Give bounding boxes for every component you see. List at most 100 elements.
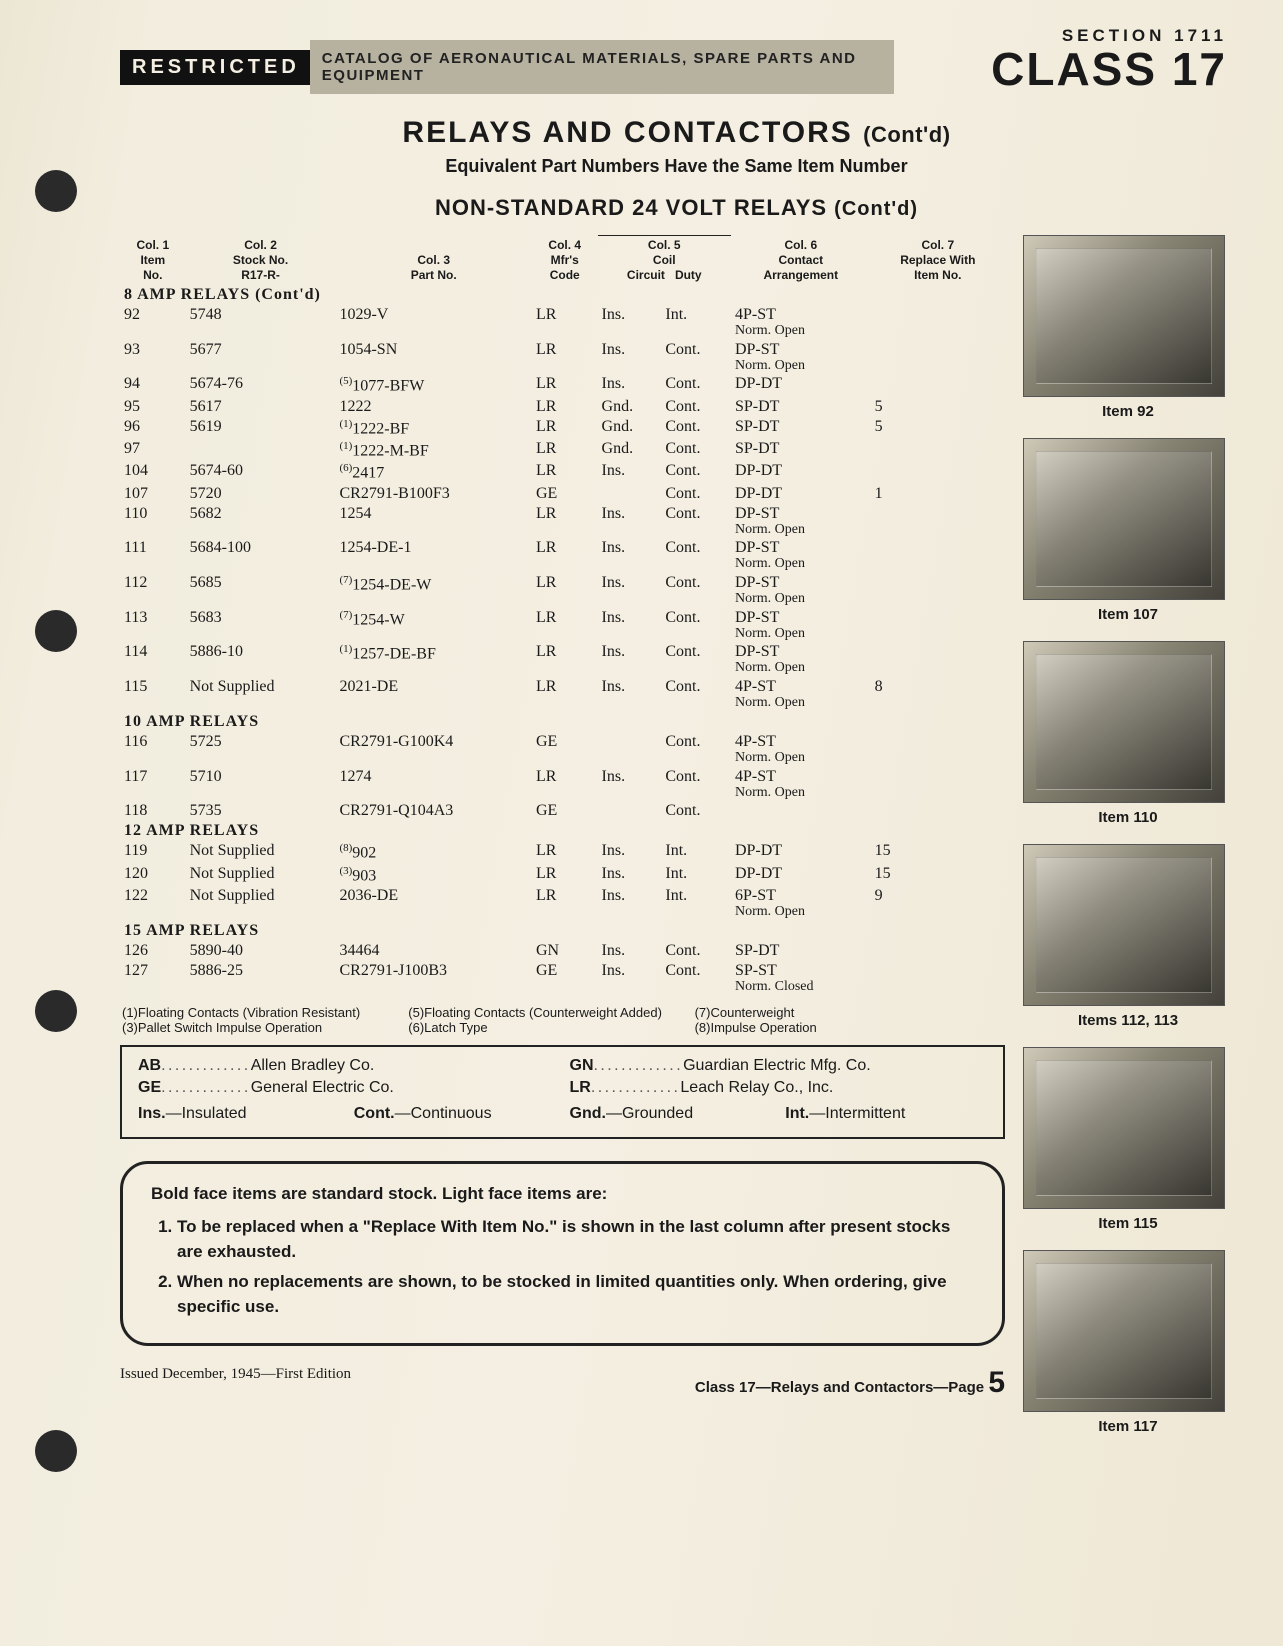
- col4-head: Col. 4 Mfr's Code: [532, 236, 598, 286]
- cell-mfr: GE: [532, 484, 598, 504]
- cell-duty: Cont.: [661, 767, 731, 802]
- cell-circuit: Ins.: [598, 608, 662, 643]
- cell-contact: DP-DT: [731, 484, 871, 504]
- cell-item: 116: [120, 732, 186, 767]
- main-column: Col. 1 Item No. Col. 2 Stock No. R17-R- …: [120, 235, 1023, 1453]
- cell-stock: 5619: [186, 417, 336, 439]
- cell-mfr: LR: [532, 439, 598, 461]
- col5-head: Col. 5 Coil Circuit Duty: [598, 236, 731, 286]
- photo-caption: Item 107: [1023, 606, 1233, 623]
- page-title-cont: (Cont'd): [863, 122, 950, 147]
- table-row: 1125685(7)1254-DE-WLRIns.Cont.DP-STNorm.…: [120, 573, 1005, 608]
- page-title: RELAYS AND CONTACTORS (Cont'd): [120, 116, 1233, 150]
- cell-item: 112: [120, 573, 186, 608]
- cell-item: 126: [120, 941, 186, 961]
- cell-item: 127: [120, 961, 186, 996]
- table-row: 9257481029-VLRIns.Int.4P-STNorm. Open: [120, 305, 1005, 340]
- table-row: 11056821254LRIns.Cont.DP-STNorm. Open: [120, 504, 1005, 539]
- cell-contact: DP-STNorm. Open: [731, 573, 871, 608]
- table-row: 1135683(7)1254-WLRIns.Cont.DP-STNorm. Op…: [120, 608, 1005, 643]
- table-row: 1265890-4034464GNIns.Cont.SP-DT: [120, 941, 1005, 961]
- cell-stock: Not Supplied: [186, 886, 336, 921]
- col-label: Stock No.: [233, 253, 288, 267]
- cell-replace: [871, 573, 1005, 608]
- legend-key: AB: [138, 1057, 161, 1074]
- cell-replace: 5: [871, 417, 1005, 439]
- punch-hole: [35, 990, 77, 1032]
- table-row: 122Not Supplied2036-DELRIns.Int.6P-STNor…: [120, 886, 1005, 921]
- cell-mfr: GE: [532, 732, 598, 767]
- photo-caption: Item 110: [1023, 809, 1233, 826]
- cell-mfr: LR: [532, 642, 598, 677]
- legend-key: LR: [570, 1079, 591, 1096]
- cell-duty: Cont.: [661, 642, 731, 677]
- cell-mfr: LR: [532, 573, 598, 608]
- table-head: Col. 1 Item No. Col. 2 Stock No. R17-R- …: [120, 236, 1005, 286]
- footer-right-text: Class 17—Relays and Contactors—Page: [695, 1379, 984, 1396]
- cell-duty: Cont.: [661, 461, 731, 483]
- cell-circuit: Ins.: [598, 573, 662, 608]
- cell-replace: [871, 642, 1005, 677]
- legend-key: Int.: [785, 1105, 809, 1122]
- cell-stock: 5684-100: [186, 538, 336, 573]
- cell-part: 1254: [335, 504, 531, 539]
- cell-item: 94: [120, 374, 186, 396]
- cell-item: 104: [120, 461, 186, 483]
- cell-contact: 4P-STNorm. Open: [731, 677, 871, 712]
- cell-part: 2021-DE: [335, 677, 531, 712]
- cell-part: (1)1257-DE-BF: [335, 642, 531, 677]
- legend-entry: Int.—Intermittent: [785, 1105, 987, 1123]
- cell-circuit: Gnd.: [598, 439, 662, 461]
- footnote: (5)Floating Contacts (Counterweight Adde…: [408, 1005, 672, 1020]
- cell-mfr: LR: [532, 374, 598, 396]
- cell-item: 115: [120, 677, 186, 712]
- photo-caption: Item 115: [1023, 1215, 1233, 1232]
- legend-key: GN: [570, 1057, 594, 1074]
- cell-replace: [871, 732, 1005, 767]
- cell-part: (5)1077-BFW: [335, 374, 531, 396]
- cell-item: 110: [120, 504, 186, 539]
- cell-mfr: LR: [532, 677, 598, 712]
- cell-circuit: Ins.: [598, 538, 662, 573]
- cell-part: (3)903: [335, 864, 531, 886]
- page-subtitle: Equivalent Part Numbers Have the Same It…: [120, 156, 1233, 177]
- relay-photo: [1023, 438, 1225, 600]
- photo-caption: Item 117: [1023, 1418, 1233, 1435]
- cell-mfr: LR: [532, 305, 598, 340]
- cell-stock: 5674-60: [186, 461, 336, 483]
- col-label: Col. 2: [244, 238, 277, 252]
- cell-duty: Cont.: [661, 340, 731, 375]
- table-row: 965619(1)1222-BFLRGnd.Cont.SP-DT5: [120, 417, 1005, 439]
- cell-item: 113: [120, 608, 186, 643]
- cell-part: (1)1222-M-BF: [335, 439, 531, 461]
- cell-duty: Int.: [661, 305, 731, 340]
- cell-contact: 4P-STNorm. Open: [731, 732, 871, 767]
- cell-part: 1222: [335, 397, 531, 417]
- legend-entry: GEGeneral Electric Co.: [138, 1079, 556, 1097]
- cell-replace: 8: [871, 677, 1005, 712]
- section-header: 15 AMP RELAYS: [120, 921, 1005, 941]
- cell-stock: 5886-10: [186, 642, 336, 677]
- cell-part: CR2791-J100B3: [335, 961, 531, 996]
- col-label: R17-R-: [241, 268, 280, 282]
- legend-key: Ins.: [138, 1105, 166, 1122]
- cell-circuit: Gnd.: [598, 417, 662, 439]
- legend-val: General Electric Co.: [251, 1079, 394, 1096]
- cell-item: 117: [120, 767, 186, 802]
- cell-stock: [186, 439, 336, 461]
- cell-item: 92: [120, 305, 186, 340]
- photo-column: Item 92 Item 107 Item 110 Items 112, 113…: [1023, 235, 1233, 1453]
- cell-item: 122: [120, 886, 186, 921]
- cell-contact: SP-STNorm. Closed: [731, 961, 871, 996]
- legend-val: —Continuous: [395, 1105, 492, 1122]
- cell-stock: Not Supplied: [186, 677, 336, 712]
- cell-part: 34464: [335, 941, 531, 961]
- page-title-text: RELAYS AND CONTACTORS: [402, 116, 852, 149]
- col-label: Col. 6: [784, 238, 817, 252]
- cell-duty: Cont.: [661, 374, 731, 396]
- relay-table: Col. 1 Item No. Col. 2 Stock No. R17-R- …: [120, 235, 1005, 995]
- page-footer: Issued December, 1945—First Edition Clas…: [120, 1366, 1005, 1400]
- cell-contact: DP-DT: [731, 374, 871, 396]
- cell-mfr: GE: [532, 801, 598, 821]
- cell-replace: [871, 439, 1005, 461]
